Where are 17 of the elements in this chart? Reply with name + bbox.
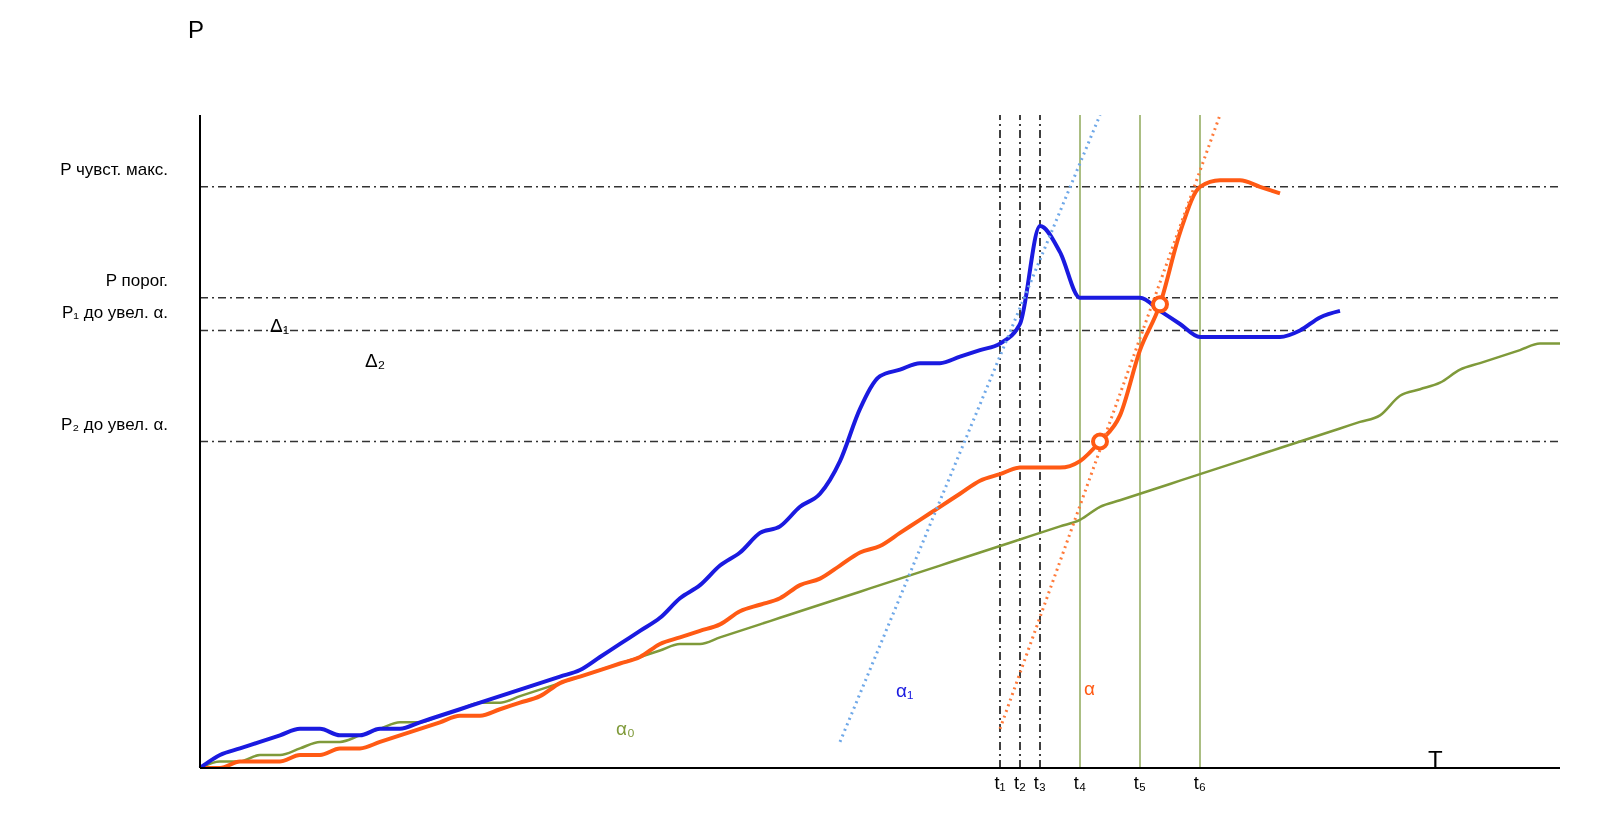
annotation: α₁ — [896, 680, 914, 702]
annotation: Δ₁ — [270, 315, 290, 337]
x-tick-label: t₄ — [1073, 772, 1087, 793]
x-axis-title: T — [1428, 746, 1443, 774]
annotation: α — [1084, 678, 1095, 700]
annotation: Δ₂ — [365, 350, 386, 372]
ref-line-label: P чувст. макс. — [60, 159, 168, 179]
x-tick-label: t₁ — [994, 772, 1006, 793]
annotation: α₀ — [616, 718, 635, 740]
ref-line-label: P₂ до увел. α. — [61, 414, 168, 434]
ref-line-label: P порог. — [105, 270, 168, 290]
x-tick-label: t₂ — [1014, 772, 1026, 793]
x-tick-label: t₅ — [1133, 772, 1147, 793]
x-tick-label: t₆ — [1193, 772, 1207, 793]
y-axis-title: P — [188, 16, 205, 44]
ref-line-label: P₁ до увел. α. — [61, 303, 168, 323]
x-tick-label: t₃ — [1033, 772, 1047, 793]
